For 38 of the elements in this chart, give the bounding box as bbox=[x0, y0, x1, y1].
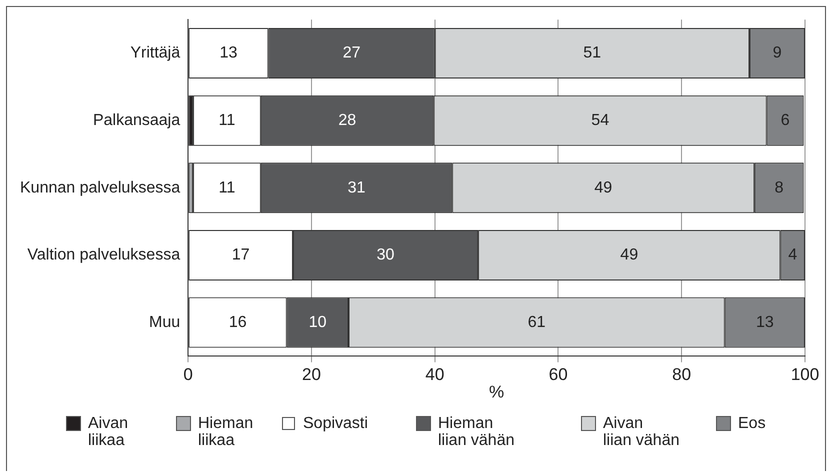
y-tick-label: Palkansaaja bbox=[92, 112, 180, 129]
data-label: 54 bbox=[591, 112, 610, 129]
legend-label: Sopivasti bbox=[303, 415, 369, 432]
data-label: 11 bbox=[218, 112, 236, 129]
data-label: 8 bbox=[774, 179, 784, 196]
x-tick-label: 100 bbox=[790, 365, 820, 384]
data-label: 17 bbox=[232, 246, 250, 264]
y-tick-label: Kunnan palveluksessa bbox=[20, 179, 180, 196]
y-tick-label: Valtion palveluksessa bbox=[27, 246, 180, 264]
x-tick-label: 0 bbox=[183, 365, 193, 384]
data-label: 49 bbox=[620, 246, 638, 264]
data-label: 11 bbox=[218, 179, 236, 196]
data-label: 13 bbox=[220, 44, 238, 62]
data-label: 16 bbox=[228, 314, 247, 331]
data-label: 61 bbox=[528, 314, 546, 331]
data-label: 6 bbox=[780, 112, 790, 129]
x-tick-label: 80 bbox=[672, 365, 692, 384]
y-tick-label: Yrittäjä bbox=[130, 44, 180, 62]
legend-label: Aivan liian vähän bbox=[603, 415, 680, 449]
legend-label: Aivan liikaa bbox=[88, 415, 130, 449]
x-tick-label: 60 bbox=[548, 365, 568, 384]
data-label: 51 bbox=[583, 44, 602, 62]
data-label: 13 bbox=[756, 314, 774, 331]
data-label: 10 bbox=[308, 314, 327, 331]
x-tick-label: 40 bbox=[425, 365, 444, 384]
legend-label: Hieman liian vähän bbox=[438, 415, 516, 449]
data-label: 49 bbox=[594, 179, 612, 196]
data-label: 30 bbox=[376, 246, 395, 264]
y-tick-label: Muu bbox=[148, 314, 180, 331]
data-label: 31 bbox=[348, 179, 366, 196]
data-label: 27 bbox=[342, 44, 361, 62]
data-label: 4 bbox=[788, 246, 798, 264]
data-label: 28 bbox=[338, 112, 356, 129]
legend-label: Hieman liikaa bbox=[198, 415, 254, 449]
data-label: 9 bbox=[772, 44, 782, 62]
x-tick-label: 20 bbox=[302, 365, 321, 384]
legend-label: Eos bbox=[738, 415, 767, 432]
x-axis-title: % bbox=[488, 382, 504, 402]
